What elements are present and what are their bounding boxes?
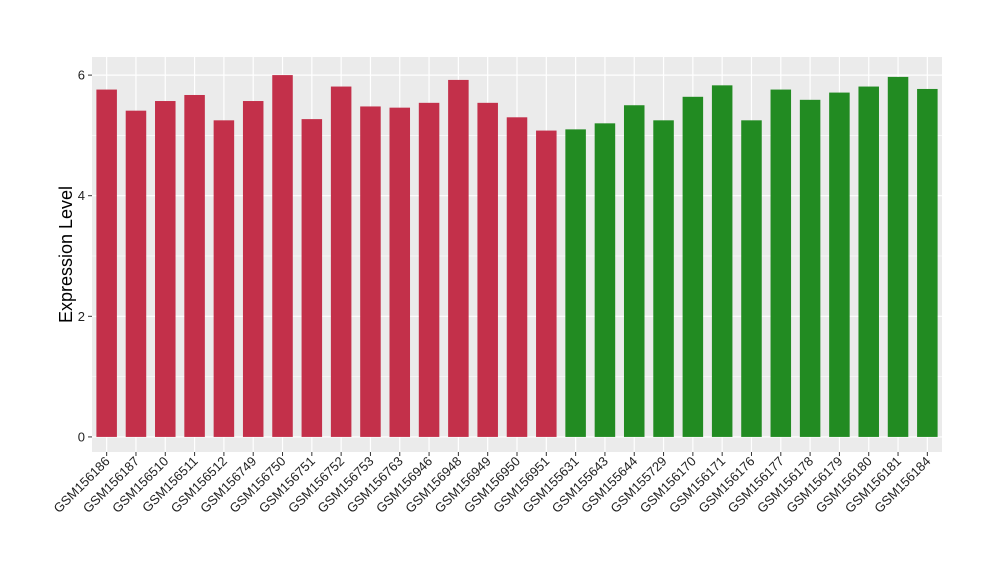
bar-GSM156176 (741, 120, 762, 437)
bar-GSM156181 (887, 76, 909, 437)
bar-GSM156177 (770, 89, 792, 437)
bar-GSM156946 (418, 102, 440, 437)
bar-GSM156749 (242, 101, 264, 437)
y-axis: 0 2 4 6 (78, 68, 92, 444)
bars (96, 75, 938, 437)
bar-GSM155644 (623, 105, 645, 437)
y-axis-title: Expression Level (56, 186, 76, 323)
y-tick-label: 6 (78, 68, 85, 83)
bar-GSM156752 (330, 86, 352, 437)
y-tick-label: 0 (78, 429, 85, 444)
bar-GSM156179 (829, 92, 850, 437)
bar-GSM156753 (360, 106, 381, 437)
bar-GSM156186 (96, 89, 117, 437)
bar-GSM156184 (917, 88, 938, 437)
bar-GSM156512 (213, 120, 235, 437)
bar-GSM156511 (184, 94, 205, 437)
bar-GSM156949 (477, 102, 498, 437)
bar-GSM156510 (155, 101, 176, 437)
bar-GSM156178 (799, 99, 821, 437)
bar-GSM155643 (594, 123, 616, 437)
bar-GSM156951 (536, 130, 557, 437)
bar-GSM156948 (448, 79, 469, 437)
bar-GSM156950 (506, 117, 528, 437)
x-axis: GSM156186GSM156187GSM156510GSM156511GSM1… (51, 452, 933, 516)
bar-GSM155729 (653, 120, 674, 437)
bar-GSM156763 (389, 107, 411, 437)
bar-GSM156180 (858, 86, 879, 437)
bar-GSM156750 (272, 75, 293, 437)
y-tick-label: 4 (78, 188, 85, 203)
bar-GSM156170 (682, 96, 704, 437)
bar-GSM156171 (711, 85, 733, 437)
bar-GSM155631 (565, 129, 586, 437)
bar-GSM156187 (125, 110, 147, 437)
bar-GSM156751 (301, 119, 323, 437)
y-tick-label: 2 (78, 309, 85, 324)
